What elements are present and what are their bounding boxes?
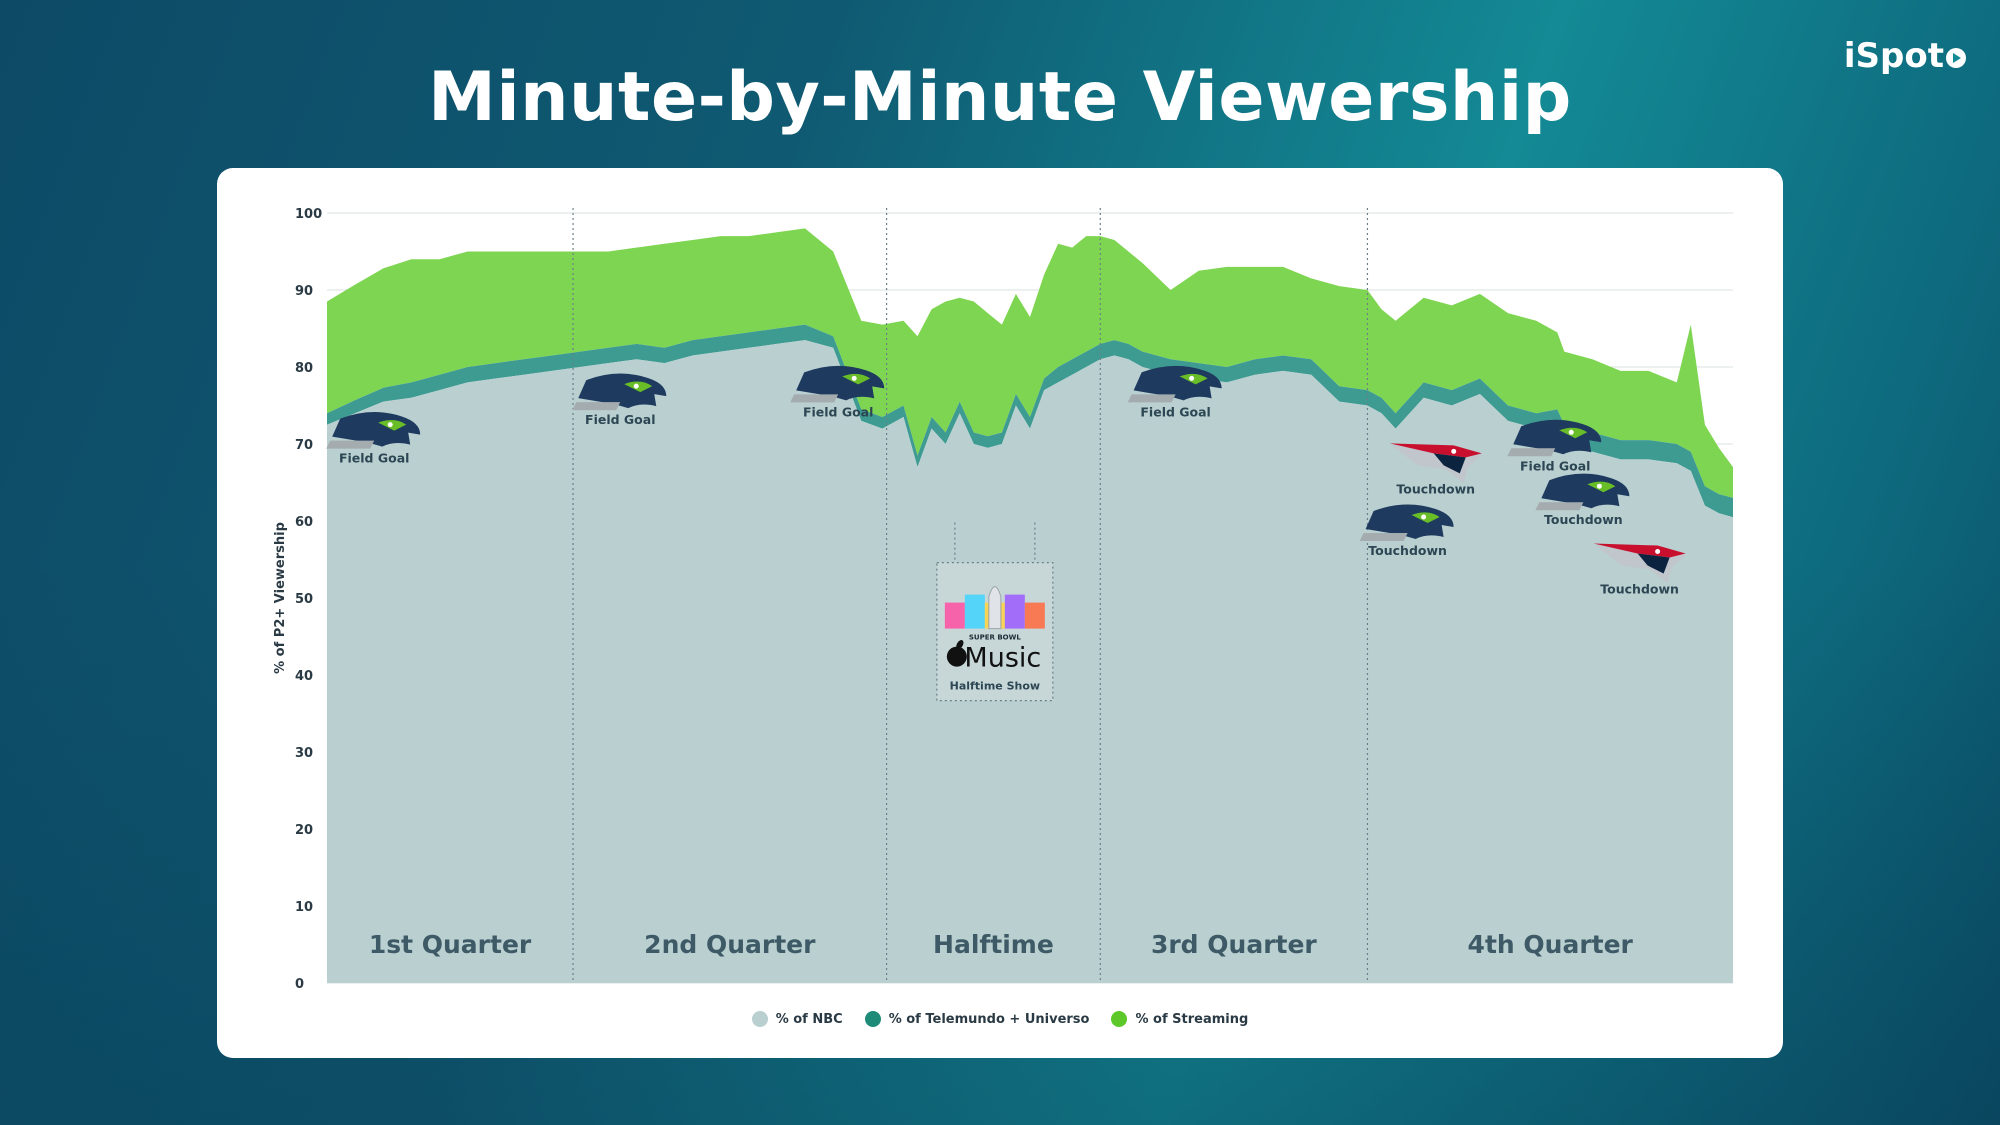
legend-swatch-nbc	[751, 1011, 768, 1027]
brand-logo-text: iSpot	[1843, 36, 1944, 76]
annotation-seahawks-field-goal: Field Goal	[326, 412, 421, 466]
legend-label-telemundo: % of Telemundo + Universo	[888, 1011, 1090, 1027]
y-tick-label: 0	[295, 977, 304, 992]
y-tick-label: 40	[295, 669, 313, 684]
y-tick-label: 100	[295, 207, 322, 222]
seahawks-eye	[387, 422, 393, 428]
halftime-event-label: SUPER BOWL	[969, 634, 1021, 642]
seahawks-eye	[1568, 429, 1574, 435]
brand-logo: iSpot	[1844, 36, 1966, 76]
annotation-label: Field Goal	[339, 451, 409, 466]
y-tick-label: 10	[295, 900, 313, 915]
patriots-stripe-shape	[1389, 443, 1482, 458]
seahawks-feather-shape	[1507, 448, 1556, 457]
quarter-label: 3rd Quarter	[1151, 930, 1317, 959]
annotation-patriots-touchdown: Touchdown	[1593, 543, 1686, 597]
patriots-face-shape	[1433, 453, 1466, 474]
seahawks-feather-shape	[790, 394, 839, 403]
annotation-label: Field Goal	[1140, 404, 1210, 419]
halftime-badge-box	[936, 561, 1054, 702]
seahawks-feather-shape	[1127, 394, 1176, 403]
y-tick-label: 80	[295, 361, 313, 376]
super-bowl-logo-block	[1024, 602, 1045, 629]
seahawks-head-shape	[1513, 419, 1602, 455]
annotation-seahawks-touchdown: Touchdown	[1359, 504, 1454, 558]
y-tick-label: 30	[295, 746, 313, 761]
annotation-label: Touchdown	[1600, 582, 1679, 597]
seahawks-eye	[1596, 483, 1602, 489]
legend-swatch-telemundo	[864, 1011, 881, 1027]
seahawks-eye	[1421, 514, 1427, 520]
annotation-label: Field Goal	[585, 412, 655, 427]
seahawks-feather-shape	[326, 440, 375, 449]
quarter-label: 1st Quarter	[369, 930, 532, 959]
annotation-seahawks-field-goal: Field Goal	[790, 365, 885, 419]
annotation-seahawks-field-goal: Field Goal	[1507, 419, 1602, 473]
y-tick-label: 90	[295, 284, 313, 299]
annotation-label: Touchdown	[1368, 543, 1447, 558]
seahawks-head-shape	[1541, 473, 1630, 509]
super-bowl-logo-block	[944, 602, 965, 629]
y-tick-labels: 0 10 20 30 40 50 60 70 80 90 100	[295, 207, 322, 992]
y-tick-label: 60	[295, 515, 313, 530]
annotation-label: Touchdown	[1544, 512, 1623, 527]
legend-swatch-streaming	[1111, 1011, 1128, 1027]
annotation-seahawks-field-goal: Field Goal	[572, 373, 667, 427]
seahawks-head-shape	[1365, 504, 1454, 539]
page-title: Minute-by-Minute Viewership	[428, 58, 1572, 137]
seahawks-feather-shape	[1359, 533, 1408, 541]
y-tick-label: 70	[295, 438, 313, 453]
series-streaming-area	[327, 228, 1733, 498]
quarter-dividers	[572, 208, 1369, 983]
annotation-seahawks-touchdown: Touchdown	[1535, 473, 1630, 527]
seahawks-head-shape	[332, 412, 421, 447]
annotation-patriots-touchdown: Touchdown	[1389, 443, 1482, 496]
seahawks-feather-shape	[572, 402, 621, 411]
trophy-icon	[988, 586, 1002, 630]
annotation-seahawks-field-goal: Field Goal	[1127, 365, 1222, 419]
annotation-label: Field Goal	[1520, 458, 1590, 473]
apple-leaf-icon	[956, 640, 964, 650]
score-annotations: Field Goal Field Goal Field Goal Field Goal…	[326, 365, 1686, 597]
seahawks-eye	[1189, 375, 1195, 381]
quarter-label: Halftime	[933, 930, 1054, 959]
seahawks-head-shape	[578, 373, 667, 409]
super-bowl-logo-block	[964, 594, 985, 629]
y-axis-label: % of P2+ Viewership	[273, 522, 288, 674]
legend-label-nbc: % of NBC	[775, 1011, 843, 1027]
seahawks-feather-shape	[1535, 502, 1584, 511]
annotation-label: Touchdown	[1396, 481, 1475, 496]
seahawks-head-shape	[1133, 365, 1222, 401]
series-telemundo-area	[327, 324, 1733, 518]
y-tick-label: 20	[295, 823, 313, 838]
halftime-caption: Halftime Show	[950, 680, 1040, 693]
patriots-stripe-shape	[1593, 543, 1686, 558]
patriots-face-shape	[1637, 553, 1670, 574]
patriots-star	[1655, 549, 1661, 554]
seahawks-head-shape	[796, 365, 885, 401]
apple-icon	[946, 646, 967, 667]
legend: % of NBC % of Telemundo + Universo % of …	[217, 1011, 1783, 1027]
play-dot-icon	[1946, 48, 1966, 68]
patriots-star	[1451, 448, 1457, 454]
super-bowl-logo-block	[1004, 594, 1025, 629]
seahawks-eye	[633, 383, 639, 389]
annotation-label: Field Goal	[803, 404, 873, 419]
seahawks-eye	[851, 375, 857, 381]
legend-label-streaming: % of Streaming	[1135, 1011, 1249, 1027]
halftime-brand-label: Music	[964, 643, 1041, 674]
legend-item-nbc: % of NBC	[751, 1011, 843, 1027]
quarter-label: 2nd Quarter	[644, 930, 816, 959]
quarter-labels: 1st Quarter 2nd Quarter Halftime 3rd Quarte…	[369, 930, 1634, 959]
legend-item-streaming: % of Streaming	[1111, 1011, 1248, 1027]
quarter-label: 4th Quarter	[1468, 930, 1634, 959]
y-tick-label: 50	[295, 592, 313, 607]
legend-item-telemundo: % of Telemundo + Universo	[864, 1011, 1090, 1027]
